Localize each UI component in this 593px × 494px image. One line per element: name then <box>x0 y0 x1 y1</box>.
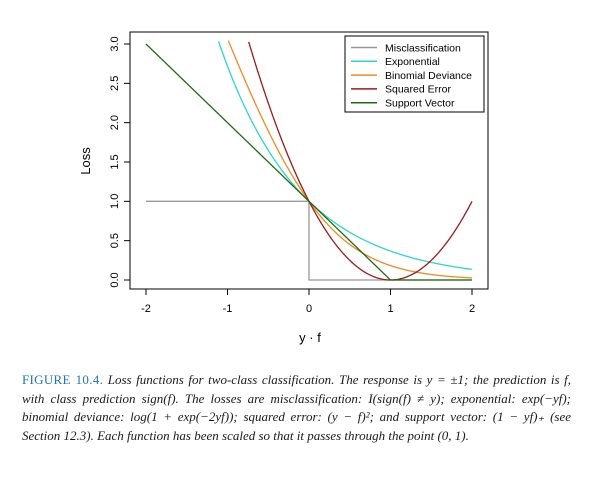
y-tick-label: 1.0 <box>109 194 121 209</box>
y-tick-label: 0.0 <box>109 272 121 287</box>
x-axis-label: y · f <box>299 330 321 345</box>
figure-label: FIGURE 10.4. <box>22 372 104 387</box>
figure-caption: FIGURE 10.4. Loss functions for two-clas… <box>22 371 571 445</box>
x-tick-label: 1 <box>387 303 393 315</box>
x-tick-label: 0 <box>306 303 312 315</box>
series-line-support-vector <box>145 43 472 281</box>
y-tick-label: 1.5 <box>109 154 121 169</box>
series-line-binomial-deviance <box>227 40 473 279</box>
x-tick-label: 2 <box>469 303 475 315</box>
y-tick-label: 2.0 <box>109 115 121 130</box>
legend-box <box>344 35 485 113</box>
legend-label: Support Vector <box>385 98 455 110</box>
x-tick-label: -1 <box>223 303 233 315</box>
y-tick-label: 0.5 <box>109 233 121 248</box>
loss-functions-chart: -2 -1 0 1 2 0.0 0.5 1.0 1.5 2.0 2.5 3.0 y · f Loss… <box>78 31 489 345</box>
x-axis: -2 -1 0 1 2 <box>141 288 475 315</box>
legend-label: Squared Error <box>385 84 451 96</box>
legend: Misclassification Exponential Binomial Dev… <box>344 35 485 113</box>
y-axis-label: Loss <box>78 147 93 175</box>
y-axis: 0.0 0.5 1.0 1.5 2.0 2.5 3.0 <box>109 36 131 288</box>
legend-label: Exponential <box>385 56 440 68</box>
x-tick-label: -2 <box>141 303 151 315</box>
series-line-squared-error <box>248 41 473 281</box>
y-tick-label: 3.0 <box>109 36 121 51</box>
legend-label: Misclassification <box>385 42 461 54</box>
legend-label: Binomial Deviance <box>385 70 472 82</box>
y-tick-label: 2.5 <box>109 76 121 91</box>
caption-text: Loss functions for two-class classificat… <box>22 372 572 443</box>
